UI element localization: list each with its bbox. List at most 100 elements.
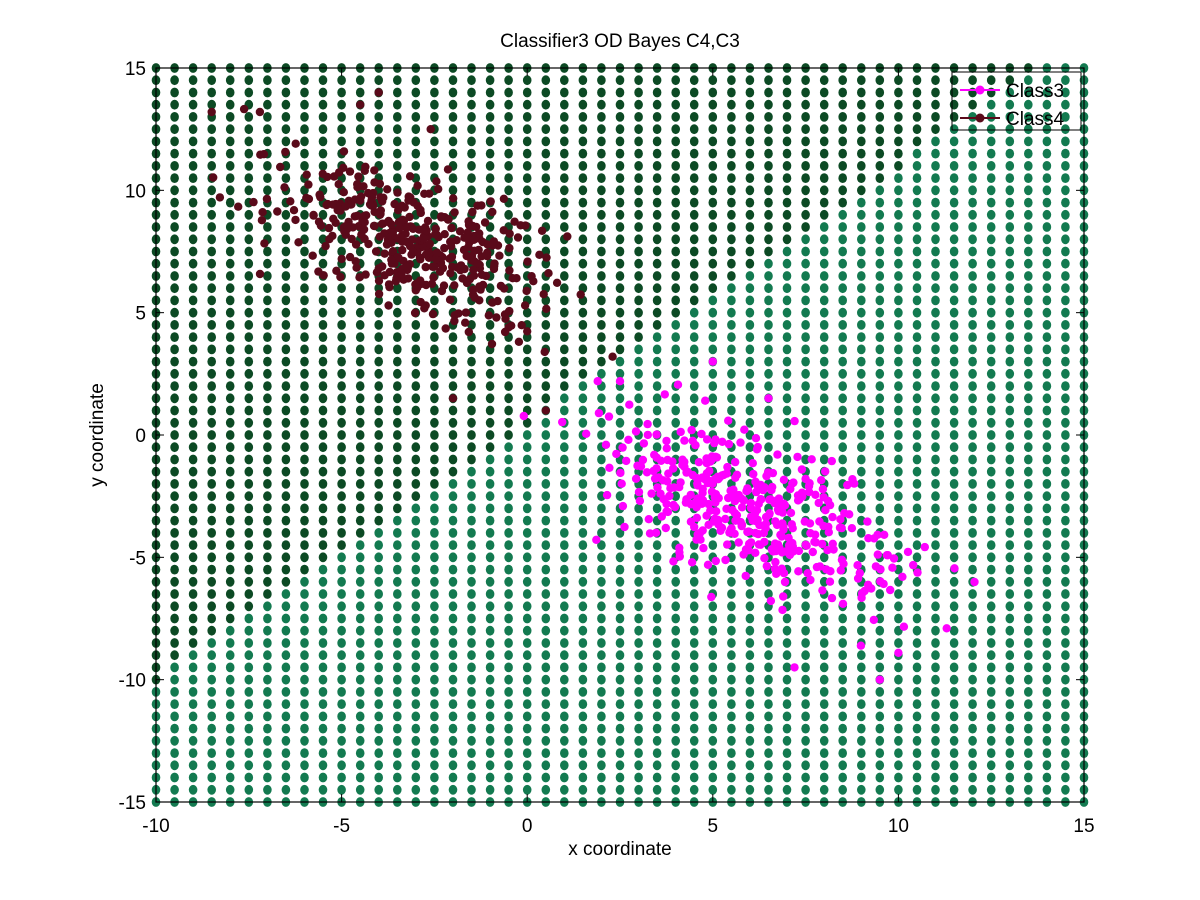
region-grid-point xyxy=(949,136,959,147)
region-grid-point xyxy=(263,173,272,184)
region-grid-point xyxy=(1042,197,1052,208)
region-grid-point xyxy=(393,393,402,404)
region-grid-point xyxy=(727,148,736,159)
region-grid-point xyxy=(801,760,810,771)
region-grid-point xyxy=(931,699,940,709)
region-grid-point xyxy=(708,136,718,147)
region-grid-point xyxy=(652,711,662,722)
region-grid-point xyxy=(170,332,179,342)
region-grid-point xyxy=(170,430,179,440)
class3-point xyxy=(701,475,710,484)
region-grid-point xyxy=(634,87,643,98)
region-grid-point xyxy=(337,332,346,342)
region-grid-point xyxy=(782,466,792,477)
region-grid-point xyxy=(374,112,384,122)
region-grid-point xyxy=(170,417,179,428)
region-grid-point xyxy=(745,344,755,355)
y-tick-label: -15 xyxy=(119,793,146,814)
region-grid-point xyxy=(819,650,829,661)
region-grid-point xyxy=(1042,332,1052,342)
region-grid-point xyxy=(652,381,662,391)
region-grid-point xyxy=(819,136,829,147)
region-grid-point xyxy=(838,466,847,477)
region-grid-point xyxy=(727,601,736,612)
region-grid-point xyxy=(355,699,365,709)
region-grid-point xyxy=(448,650,458,661)
region-grid-point xyxy=(949,209,959,220)
region-grid-point xyxy=(1061,185,1070,196)
region-grid-point xyxy=(912,466,922,477)
region-grid-point xyxy=(374,638,384,648)
region-grid-point xyxy=(615,540,625,550)
class3-point xyxy=(662,436,671,446)
region-grid-point xyxy=(504,479,513,489)
class4-point xyxy=(302,170,311,179)
region-grid-point xyxy=(949,332,959,342)
region-grid-point xyxy=(1005,466,1015,477)
region-grid-point xyxy=(225,234,235,245)
region-grid-point xyxy=(652,564,662,575)
region-grid-point xyxy=(578,148,588,159)
region-grid-point xyxy=(819,601,829,612)
region-grid-point xyxy=(597,576,606,587)
region-grid-point xyxy=(708,687,718,697)
region-grid-point xyxy=(188,405,198,416)
region-grid-point xyxy=(281,320,291,330)
region-grid-point xyxy=(931,784,940,795)
region-grid-point xyxy=(875,735,885,746)
region-grid-point xyxy=(689,748,699,758)
region-grid-point xyxy=(485,650,495,661)
region-grid-point xyxy=(764,112,773,122)
class4-point xyxy=(462,278,472,288)
region-grid-point xyxy=(467,723,476,734)
class4-point xyxy=(523,257,532,266)
region-grid-point xyxy=(300,136,309,147)
y-axis-label: y coordinate xyxy=(87,383,108,487)
region-grid-point xyxy=(170,271,179,281)
class4-point xyxy=(430,262,439,271)
region-grid-point xyxy=(1005,552,1015,563)
region-grid-point xyxy=(578,112,588,122)
region-grid-point xyxy=(1024,197,1033,208)
x-tick-label: -10 xyxy=(142,816,169,837)
region-grid-point xyxy=(560,479,569,489)
class4-point xyxy=(354,172,363,181)
region-grid-point xyxy=(300,112,309,122)
class3-point xyxy=(692,535,701,544)
region-grid-point xyxy=(467,552,476,563)
region-grid-point xyxy=(745,161,755,171)
class4-point xyxy=(396,233,406,242)
region-grid-point xyxy=(986,356,996,367)
region-grid-point xyxy=(485,356,495,367)
region-grid-point xyxy=(912,185,922,196)
region-grid-point xyxy=(467,136,476,147)
region-grid-point xyxy=(244,735,254,746)
region-grid-point xyxy=(894,735,903,746)
region-grid-point xyxy=(986,528,996,538)
region-grid-point xyxy=(597,258,606,269)
region-grid-point xyxy=(727,356,736,367)
region-grid-point xyxy=(448,552,458,563)
region-grid-point xyxy=(857,454,866,465)
region-grid-point xyxy=(485,564,495,575)
region-grid-point xyxy=(968,332,977,342)
class3-point xyxy=(899,622,909,631)
region-grid-point xyxy=(931,735,940,746)
region-grid-point xyxy=(281,613,291,624)
region-grid-point xyxy=(727,209,736,220)
region-grid-point xyxy=(467,515,476,526)
region-grid-point xyxy=(949,552,959,563)
region-grid-point xyxy=(300,748,309,758)
class3-point xyxy=(801,474,810,484)
region-grid-point xyxy=(1061,197,1070,208)
region-grid-point xyxy=(857,173,866,184)
region-grid-point xyxy=(597,748,606,758)
region-grid-point xyxy=(634,209,643,220)
region-grid-point xyxy=(355,112,365,122)
region-grid-point xyxy=(1061,540,1070,550)
class3-point xyxy=(788,524,797,533)
region-grid-point xyxy=(727,784,736,795)
region-grid-point xyxy=(1061,466,1070,477)
class4-point xyxy=(374,289,384,299)
region-grid-point xyxy=(485,161,495,171)
